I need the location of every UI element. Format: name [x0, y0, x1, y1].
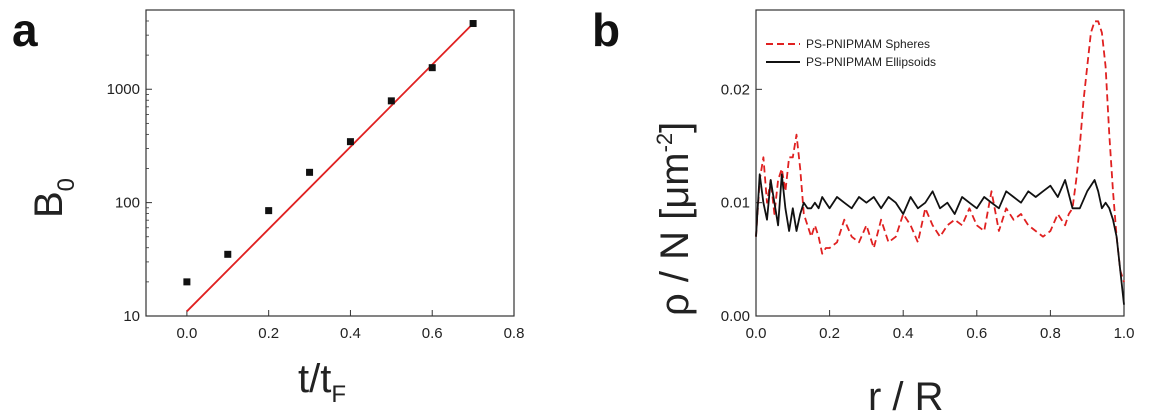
- panel-b-x-ticks: 0.0 0.2 0.4 0.6 0.8 1.0: [746, 310, 1135, 342]
- panel-a-x-tick-label: 0.2: [258, 325, 279, 342]
- legend-label-spheres: PS-PNIPMAM Spheres: [806, 37, 930, 51]
- panel-a-data-point: [183, 278, 191, 286]
- panel-a-y-tick-label: 1000: [107, 81, 140, 98]
- panel-a-data-point: [265, 207, 273, 215]
- panel-b-y-tick-label: 0.00: [721, 308, 750, 325]
- panel-b-marks: [755, 20, 1125, 305]
- panel-b: b 0.0 0.2 0.4 0.6 0.8 1.0 0.00 0.01 0.02 PS-PNI…: [592, 4, 1134, 419]
- panel-a-data-point: [224, 250, 232, 258]
- panel-a-ylabel-main: B: [27, 191, 71, 218]
- panel-a-fit-line: [186, 22, 474, 312]
- panel-a-xlabel-main: t/t: [298, 357, 331, 401]
- panel-b-frame: [755, 9, 1125, 317]
- panel-a-xlabel-sub: F: [331, 381, 346, 408]
- panel-b-ylabel-main: ρ / N [μm: [653, 152, 697, 316]
- panel-b-y-tick-label: 0.02: [721, 81, 750, 98]
- panel-b-legend: PS-PNIPMAM Spheres PS-PNIPMAM Ellipsoids: [766, 37, 936, 69]
- panel-b-spheres-line: [755, 20, 1125, 283]
- panel-a-xlabel: t/tF: [298, 357, 346, 408]
- panel-b-x-tick-label: 0.6: [966, 325, 987, 342]
- panel-a-y-tick-label: 10: [123, 308, 140, 325]
- panel-a-ylabel-sub: 0: [53, 178, 80, 191]
- panel-a-y-ticks: 10 100 1000: [107, 9, 152, 325]
- panel-a-data-point: [387, 97, 395, 105]
- panel-b-label: b: [592, 4, 620, 56]
- panel-a-data-point: [428, 64, 436, 72]
- panel-a-x-tick-label: 0.8: [504, 325, 525, 342]
- panel-a-x-tick-label: 0.0: [176, 325, 197, 342]
- panel-a-y-tick-label: 100: [115, 195, 140, 212]
- panel-a-x-tick-label: 0.6: [422, 325, 443, 342]
- panel-b-x-tick-label: 1.0: [1114, 325, 1135, 342]
- panel-b-x-tick-label: 0.8: [1040, 325, 1061, 342]
- panel-a-data-point: [306, 168, 314, 176]
- panel-a-ylabel: B0: [27, 178, 80, 218]
- panel-b-y-tick-label: 0.01: [721, 195, 750, 212]
- panel-a-data-point: [346, 138, 354, 146]
- panel-a-label: a: [12, 4, 38, 56]
- panel-b-x-tick-label: 0.2: [819, 325, 840, 342]
- panel-b-ylabel-sup: -2: [652, 133, 677, 153]
- legend-label-ellipsoids: PS-PNIPMAM Ellipsoids: [806, 55, 936, 69]
- panel-b-ellipsoids-line: [755, 173, 1125, 305]
- panel-b-ylabel-end: ]: [653, 122, 697, 133]
- panel-b-x-tick-label: 0.4: [893, 325, 914, 342]
- panel-a: a 0.0 0.2 0.4 0.6 0.8 10 100 1000 t/tF B0: [12, 4, 524, 408]
- panel-a-marks: [183, 20, 477, 312]
- panel-b-ylabel: ρ / N [μm-2]: [652, 122, 697, 316]
- panel-b-x-tick-label: 0.0: [746, 325, 767, 342]
- panel-a-x-ticks: 0.0 0.2 0.4 0.6 0.8: [176, 310, 524, 342]
- panel-a-x-tick-label: 0.4: [340, 325, 361, 342]
- panel-b-xlabel: r / R: [868, 375, 944, 419]
- panel-a-frame: [145, 9, 515, 317]
- panel-a-data-point: [469, 20, 477, 28]
- panel-b-y-ticks: 0.00 0.01 0.02: [721, 81, 762, 325]
